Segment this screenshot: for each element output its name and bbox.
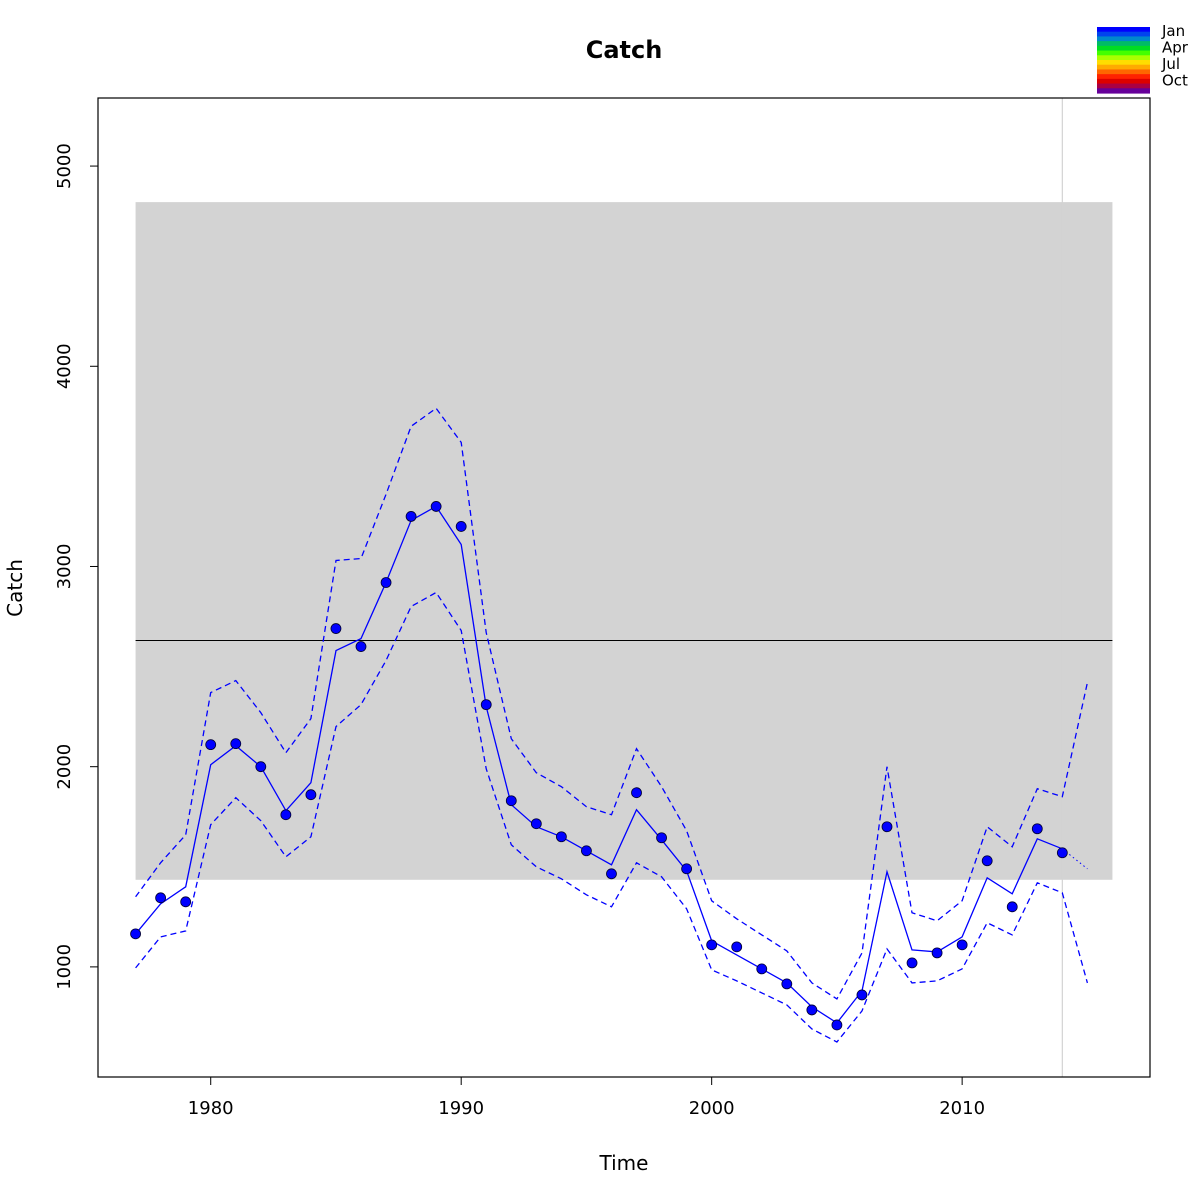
data-point [530,818,542,830]
data-point [656,832,667,844]
legend-color-swatch [1097,50,1150,56]
x-tick-label: 1990 [438,1098,484,1119]
data-point [756,963,768,975]
legend-color-swatch [1097,27,1150,33]
y-tick-label: 4000 [54,343,75,389]
series-line-3 [135,407,1089,1000]
x-tick-label: 2010 [939,1098,985,1119]
series-line-1 [135,505,1063,1024]
data-point [606,868,617,880]
legend-label-jan: Jan [1161,22,1185,40]
data-point [881,821,893,833]
plot-area: 1980 1990 2000 2010 1000 2000 3000 4000 5000 [54,97,1151,1119]
data-point [405,511,417,522]
data-point [180,896,192,908]
legend-color-swatch [1097,78,1150,85]
data-point [706,939,718,951]
data-point [781,978,793,990]
data-point [305,789,317,801]
data-point [380,577,392,588]
legend-color-swatch [1097,41,1150,47]
data-point [280,809,292,821]
legend-color-swatch [1097,64,1150,71]
legend-label-oct: Oct [1162,72,1188,90]
data-point [831,1019,843,1031]
data-point [480,699,492,711]
data-point [906,957,918,969]
series-line-4 [135,591,1089,1043]
data-point [681,863,693,875]
data-point [806,1004,818,1016]
data-point [130,928,141,940]
data-point [981,855,993,867]
data-point [1031,823,1043,835]
data-point [581,845,592,857]
data-point [330,623,342,634]
data-point [430,501,442,512]
plot-frame [97,97,1151,1078]
legend-color-swatch [1097,60,1150,66]
x-axis-label: Time [599,1151,649,1175]
data-point [1006,901,1018,913]
data-point [856,989,868,1001]
legend-color-swatch [1097,88,1150,94]
data-point [505,795,517,807]
legend-color-swatch [1097,36,1150,42]
legend-label-apr: Apr [1162,39,1189,57]
data-point [956,939,968,951]
legend-color-swatch [1097,83,1150,89]
x-tick-label: 1980 [188,1098,234,1119]
y-tick-label: 5000 [54,143,75,189]
data-point [555,831,567,843]
legend-color-swatch [1097,31,1150,38]
chart-title: Catch [586,36,663,64]
data-point [731,941,743,953]
data-point [255,761,267,773]
data-point [355,641,367,652]
y-tick-label: 2000 [54,744,75,790]
y-axis-label: Catch [3,559,27,617]
data-point [931,947,943,959]
legend-color-swatch [1097,45,1150,52]
legend-label-jul: Jul [1161,55,1180,73]
y-tick-label: 1000 [54,944,75,990]
reference-band [135,202,1113,880]
data-point [230,738,242,750]
data-point [1056,847,1068,859]
data-point [455,521,467,532]
data-point [631,787,642,799]
legend-color-swatch [1097,69,1150,75]
y-tick-label: 3000 [54,544,75,590]
data-point [155,892,167,904]
legend-color-swatch [1097,55,1150,61]
legend-color-swatch [1097,74,1150,80]
data-point [205,739,217,751]
x-tick-label: 2000 [689,1098,735,1119]
